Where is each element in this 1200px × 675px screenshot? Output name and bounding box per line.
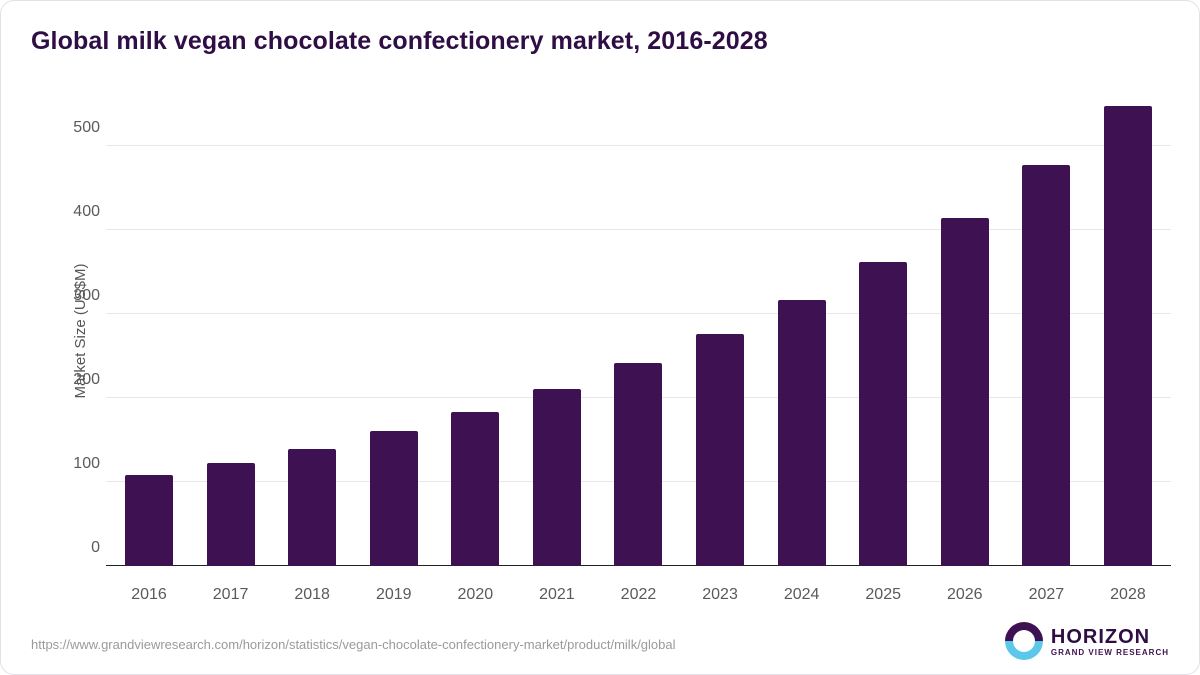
bar-2016[interactable]: [125, 475, 173, 566]
plot-area: 500 400 300 200 100 0 2016 2017: [106, 96, 1171, 566]
bar-2017[interactable]: [207, 463, 255, 566]
horizon-logo-text: HORIZON GRAND VIEW RESEARCH: [1051, 626, 1169, 657]
xtick-label-2025: 2025: [865, 586, 901, 604]
ytick-label-400: 400: [56, 203, 100, 221]
xtick-label-2023: 2023: [702, 586, 738, 604]
bar-2022[interactable]: [614, 363, 662, 566]
bar-2021[interactable]: [533, 389, 581, 566]
bar-group-2025[interactable]: 2025: [852, 96, 914, 566]
bar-2018[interactable]: [288, 449, 336, 567]
horizon-logo-sub-text: GRAND VIEW RESEARCH: [1051, 648, 1169, 657]
bar-group-2018[interactable]: 2018: [281, 96, 343, 566]
bar-group-2020[interactable]: 2020: [444, 96, 506, 566]
bar-group-2016[interactable]: 2016: [118, 96, 180, 566]
ytick-label-200: 200: [56, 371, 100, 389]
bar-2025[interactable]: [859, 262, 907, 566]
xtick-label-2016: 2016: [131, 586, 167, 604]
bar-2028[interactable]: [1104, 106, 1152, 566]
ytick-label-500: 500: [56, 119, 100, 137]
source-url[interactable]: https://www.grandviewresearch.com/horizo…: [31, 637, 676, 652]
xtick-label-2019: 2019: [376, 586, 412, 604]
xtick-label-2027: 2027: [1029, 586, 1065, 604]
bar-2024[interactable]: [778, 300, 826, 566]
bar-group-2027[interactable]: 2027: [1015, 96, 1077, 566]
horizon-logo-icon: [1005, 622, 1043, 660]
bar-group-2023[interactable]: 2023: [689, 96, 751, 566]
bar-group-2017[interactable]: 2017: [200, 96, 262, 566]
bar-2019[interactable]: [370, 431, 418, 566]
bar-group-2028[interactable]: 2028: [1097, 96, 1159, 566]
horizon-logo-main-text: HORIZON: [1051, 626, 1169, 648]
ytick-label-0: 0: [56, 539, 100, 557]
horizon-logo: HORIZON GRAND VIEW RESEARCH: [1005, 622, 1169, 660]
bar-2020[interactable]: [451, 412, 499, 566]
xtick-label-2024: 2024: [784, 586, 820, 604]
chart-area: Market Size (US$M) 500 400 300 200 100 0…: [31, 96, 1171, 566]
bar-group-2022[interactable]: 2022: [607, 96, 669, 566]
chart-title: Global milk vegan chocolate confectioner…: [31, 27, 768, 56]
bar-group-2026[interactable]: 2026: [934, 96, 996, 566]
ytick-label-300: 300: [56, 287, 100, 305]
xtick-label-2026: 2026: [947, 586, 983, 604]
xtick-label-2017: 2017: [213, 586, 249, 604]
xtick-label-2028: 2028: [1110, 586, 1146, 604]
xtick-label-2018: 2018: [294, 586, 330, 604]
bar-group-2024[interactable]: 2024: [771, 96, 833, 566]
xtick-label-2020: 2020: [458, 586, 494, 604]
ytick-label-100: 100: [56, 455, 100, 473]
bar-2026[interactable]: [941, 218, 989, 566]
xtick-label-2022: 2022: [621, 586, 657, 604]
chart-card: Global milk vegan chocolate confectioner…: [0, 0, 1200, 675]
bar-group-2021[interactable]: 2021: [526, 96, 588, 566]
bar-2027[interactable]: [1022, 165, 1070, 566]
bars-row: 2016 2017 2018 2019 2020: [106, 96, 1171, 566]
bar-2023[interactable]: [696, 334, 744, 566]
xtick-label-2021: 2021: [539, 586, 575, 604]
bar-group-2019[interactable]: 2019: [363, 96, 425, 566]
